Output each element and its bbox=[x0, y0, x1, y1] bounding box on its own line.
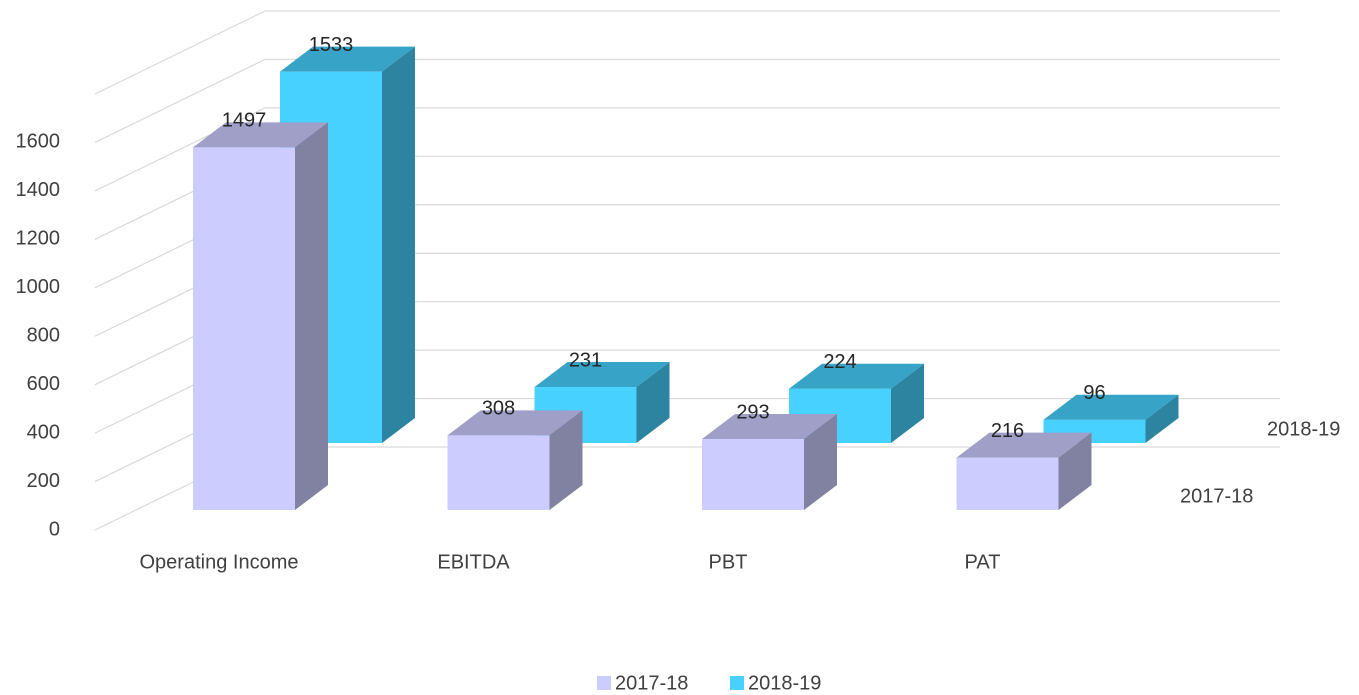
grid-line bbox=[94, 58, 1280, 143]
y-tick-label: 0 bbox=[49, 518, 60, 540]
bar-top bbox=[447, 410, 583, 436]
y-tick-label: 1400 bbox=[16, 179, 61, 201]
y-tick-label: 400 bbox=[27, 421, 60, 443]
legend-label: 2018-19 bbox=[748, 672, 821, 694]
bar-top bbox=[280, 46, 415, 72]
x-tick-label: PAT bbox=[965, 551, 1001, 573]
bar-side bbox=[891, 363, 924, 443]
bar bbox=[702, 414, 837, 510]
bar-top bbox=[789, 363, 924, 389]
bar-front bbox=[956, 457, 1059, 510]
bar-side bbox=[1145, 394, 1179, 443]
y-tick-label: 800 bbox=[27, 325, 60, 347]
legend-swatch bbox=[597, 676, 611, 690]
bar-side bbox=[636, 362, 670, 443]
bar-front bbox=[193, 147, 295, 511]
value-label: 1497 bbox=[222, 110, 267, 132]
y-tick-label: 200 bbox=[27, 470, 60, 492]
x-tick-label: Operating Income bbox=[140, 551, 299, 573]
bar bbox=[193, 122, 328, 511]
bar-front bbox=[702, 439, 804, 510]
depth-label: 2018-19 bbox=[1267, 418, 1340, 440]
depth-label: 2017-18 bbox=[1180, 485, 1253, 507]
bar-side bbox=[295, 122, 328, 510]
value-label: 231 bbox=[569, 349, 602, 371]
y-tick-label: 1600 bbox=[16, 131, 61, 153]
y-tick-label: 1200 bbox=[16, 228, 61, 250]
bar bbox=[1043, 394, 1179, 443]
bar-side bbox=[382, 46, 415, 443]
value-label: 308 bbox=[482, 398, 515, 420]
bar-top bbox=[956, 432, 1092, 458]
bar-top bbox=[1043, 394, 1179, 420]
bar-front bbox=[447, 435, 550, 510]
bar bbox=[956, 432, 1092, 510]
bar-top bbox=[702, 414, 837, 440]
bar bbox=[447, 410, 583, 510]
bar-side bbox=[804, 414, 837, 510]
bar-side bbox=[549, 410, 583, 510]
y-tick-label: 600 bbox=[27, 373, 60, 395]
value-label: 1533 bbox=[309, 34, 354, 56]
bar-top bbox=[534, 362, 670, 388]
bar-top bbox=[193, 122, 328, 148]
value-label: 224 bbox=[823, 351, 856, 373]
value-label: 96 bbox=[1083, 382, 1105, 404]
legend-label: 2017-18 bbox=[615, 672, 688, 694]
bar-side bbox=[1058, 432, 1092, 510]
grid-line bbox=[94, 107, 1280, 192]
legend-swatch bbox=[730, 676, 744, 690]
bar bbox=[789, 363, 924, 443]
value-label: 216 bbox=[991, 420, 1024, 442]
y-tick-label: 1000 bbox=[16, 276, 61, 298]
x-tick-label: EBITDA bbox=[437, 551, 510, 573]
grid-line bbox=[94, 10, 1280, 95]
x-tick-label: PBT bbox=[709, 551, 748, 573]
value-label: 293 bbox=[736, 401, 769, 423]
